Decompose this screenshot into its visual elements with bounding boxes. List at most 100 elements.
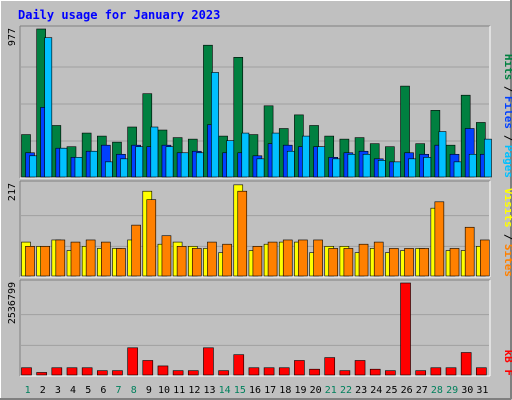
- bar-sites-day-25: [389, 248, 399, 277]
- bar-sites-day-2: [40, 246, 50, 277]
- day-label: 15: [234, 385, 246, 396]
- bar-sites-day-26: [404, 248, 414, 277]
- bar-sites-day-14: [222, 243, 232, 277]
- chart-title: Daily usage for January 2023: [18, 8, 220, 22]
- bar-kb-f-day-16: [248, 367, 260, 376]
- bar-sites-day-15: [237, 190, 248, 277]
- bar-kb-f-day-24: [369, 368, 381, 376]
- bar-pages-day-9: [150, 126, 159, 178]
- bar-pages-day-5: [89, 150, 98, 178]
- bar-sites-day-17: [267, 241, 278, 277]
- legend-separator: /: [502, 86, 512, 93]
- day-label: 28: [431, 385, 443, 396]
- bar-sites-day-20: [313, 239, 323, 277]
- y-axis-max-label: 977: [7, 28, 18, 46]
- bar-kb-f-day-28: [430, 367, 442, 376]
- panel-visits-sites: 217 Visits / Sites: [7, 180, 512, 278]
- legend-separator: /: [502, 234, 512, 241]
- bar-pages-day-28: [438, 131, 447, 178]
- day-label: 11: [173, 385, 185, 396]
- day-label: 20: [310, 385, 322, 396]
- bar-sites-day-3: [55, 239, 66, 277]
- bar-kb-f-day-25: [385, 370, 396, 376]
- bar-kb-f-day-2: [36, 372, 47, 376]
- panel-hits-files-pages: 977 Hits / Files / Pages: [7, 25, 512, 179]
- bar-sites-day-16: [252, 246, 263, 277]
- day-label: 13: [203, 385, 215, 396]
- bar-pages-day-4: [74, 157, 83, 178]
- day-label: 31: [476, 385, 488, 396]
- bar-kb-f-day-27: [415, 370, 426, 376]
- bar-pages-day-11: [180, 152, 189, 178]
- bar-sites-day-1: [25, 246, 35, 277]
- day-label: 21: [325, 385, 337, 396]
- bar-sites-day-12: [191, 248, 202, 277]
- day-label: 4: [70, 385, 76, 396]
- day-label: 26: [401, 385, 413, 396]
- day-label: 8: [131, 385, 137, 396]
- bar-pages-day-18: [286, 150, 295, 178]
- legend-kbytes: kB F: [502, 350, 512, 377]
- bar-pages-day-27: [423, 157, 432, 178]
- bar-kb-f-day-3: [51, 367, 63, 376]
- bar-kb-f-day-15: [233, 354, 245, 376]
- bar-pages-day-14: [226, 140, 235, 178]
- bar-kb-f-day-21: [324, 357, 336, 376]
- bar-pages-day-7: [120, 158, 128, 178]
- bar-pages-day-30: [468, 153, 477, 178]
- bar-kb-f-day-6: [97, 370, 108, 376]
- bar-kb-f-day-31: [476, 367, 487, 376]
- bar-sites-day-27: [419, 248, 429, 277]
- bar-kb-f-day-1: [21, 367, 32, 376]
- bar-pages-day-3: [59, 147, 68, 178]
- bar-pages-day-24: [377, 160, 386, 178]
- bar-sites-day-31: [480, 239, 490, 277]
- legend-label-sites: Sites: [502, 244, 512, 277]
- bar-sites-day-19: [298, 239, 308, 277]
- y-axis-max-label: 2536799: [7, 282, 18, 324]
- bar-pages-day-12: [195, 152, 204, 178]
- bar-kb-f-day-19: [294, 360, 305, 376]
- chart-panels: 977 Hits / Files / Pages 217 Visits / Sites 253679…: [7, 25, 512, 377]
- legend-label-visits: Visits: [502, 188, 512, 228]
- bar-sites-day-13: [207, 241, 217, 277]
- bar-sites-day-28: [434, 201, 445, 277]
- day-axis: 1 2 3 4 5 6 7 8 9 10 11 12 13 14 15 16 17 18 19 20 21 22 23 24 2…: [25, 385, 489, 396]
- bar-kb-f-day-30: [460, 352, 472, 376]
- bar-sites-day-23: [358, 243, 369, 277]
- bar-sites-day-21: [328, 248, 339, 277]
- bar-pages-day-1: [29, 155, 37, 178]
- panel-area: [20, 280, 490, 376]
- day-label: 23: [355, 385, 367, 396]
- bar-kb-f-day-10: [157, 365, 169, 376]
- bar-kb-f-day-11: [172, 370, 184, 376]
- bar-sites-day-11: [176, 246, 187, 277]
- day-label: 25: [385, 385, 397, 396]
- bar-sites-day-30: [464, 226, 475, 277]
- day-label: 19: [294, 385, 306, 396]
- day-label: 30: [461, 385, 473, 396]
- bar-sites-day-8: [131, 224, 141, 277]
- day-label: 3: [55, 385, 61, 396]
- bar-pages-day-8: [135, 146, 144, 178]
- bar-pages-day-10: [165, 146, 174, 178]
- panel-kbytes: 2536799 kB F: [7, 279, 512, 377]
- day-label: 14: [219, 385, 231, 396]
- bar-sites-day-22: [343, 248, 354, 277]
- bar-sites-day-6: [101, 241, 111, 277]
- day-label: 18: [279, 385, 291, 396]
- bar-kb-f-day-20: [309, 368, 320, 376]
- y-axis-max-label: 217: [7, 183, 18, 201]
- day-label: 9: [146, 385, 152, 396]
- bar-pages-day-13: [211, 72, 219, 178]
- legend-separator: /: [502, 135, 512, 142]
- bar-pages-day-16: [256, 158, 265, 178]
- bar-kb-f-day-26: [400, 282, 411, 376]
- bar-kb-f-day-13: [203, 347, 214, 376]
- bar-kb-f-day-17: [263, 367, 275, 376]
- legend-label-hits: Hits: [502, 54, 512, 81]
- bar-kb-f-day-5: [81, 367, 93, 376]
- day-label: 6: [100, 385, 106, 396]
